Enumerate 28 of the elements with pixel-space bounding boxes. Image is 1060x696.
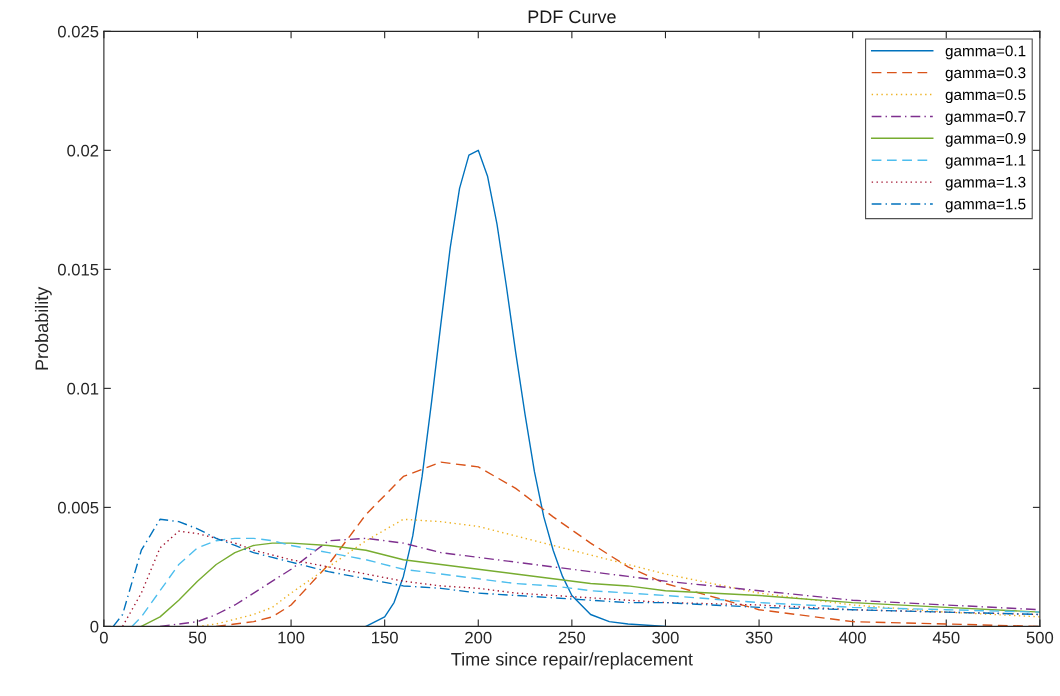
legend-label: gamma=0.5 xyxy=(945,89,1026,104)
y-tick-label: 0.025 xyxy=(57,25,99,38)
y-axis-title: Probability xyxy=(34,286,52,370)
legend-label: gamma=0.9 xyxy=(945,133,1026,147)
x-axis-title: Time since repair/replacement xyxy=(451,652,693,670)
x-tick-label: 150 xyxy=(372,631,398,644)
legend-label: gamma=1.1 xyxy=(945,155,1026,169)
x-tick-label: 300 xyxy=(652,631,679,644)
x-tick-label: 50 xyxy=(188,631,207,644)
x-tick-label: 200 xyxy=(465,631,492,644)
y-tick-label: 0.02 xyxy=(67,144,99,157)
x-tick-label: 250 xyxy=(558,631,586,644)
legend-label: gamma=1.3 xyxy=(945,176,1026,191)
x-tick-label: 350 xyxy=(745,631,773,644)
x-tick-label: 500 xyxy=(1026,631,1054,644)
y-tick-label: 0.005 xyxy=(57,501,99,514)
x-tick-label: 0 xyxy=(99,631,108,644)
y-tick-label: 0.01 xyxy=(67,382,99,395)
legend-label: gamma=0.1 xyxy=(945,45,1026,60)
legend-label: gamma=0.7 xyxy=(945,111,1026,125)
legend-label: gamma=0.3 xyxy=(945,67,1026,82)
x-tick-label: 100 xyxy=(278,631,305,644)
chart-title: PDF Curve xyxy=(528,10,616,24)
x-tick-label: 450 xyxy=(932,631,960,644)
x-tick-label: 400 xyxy=(839,631,866,644)
legend-label: gamma=1.5 xyxy=(945,198,1026,213)
y-tick-label: 0.015 xyxy=(57,263,99,276)
y-tick-label: 0 xyxy=(90,620,99,633)
